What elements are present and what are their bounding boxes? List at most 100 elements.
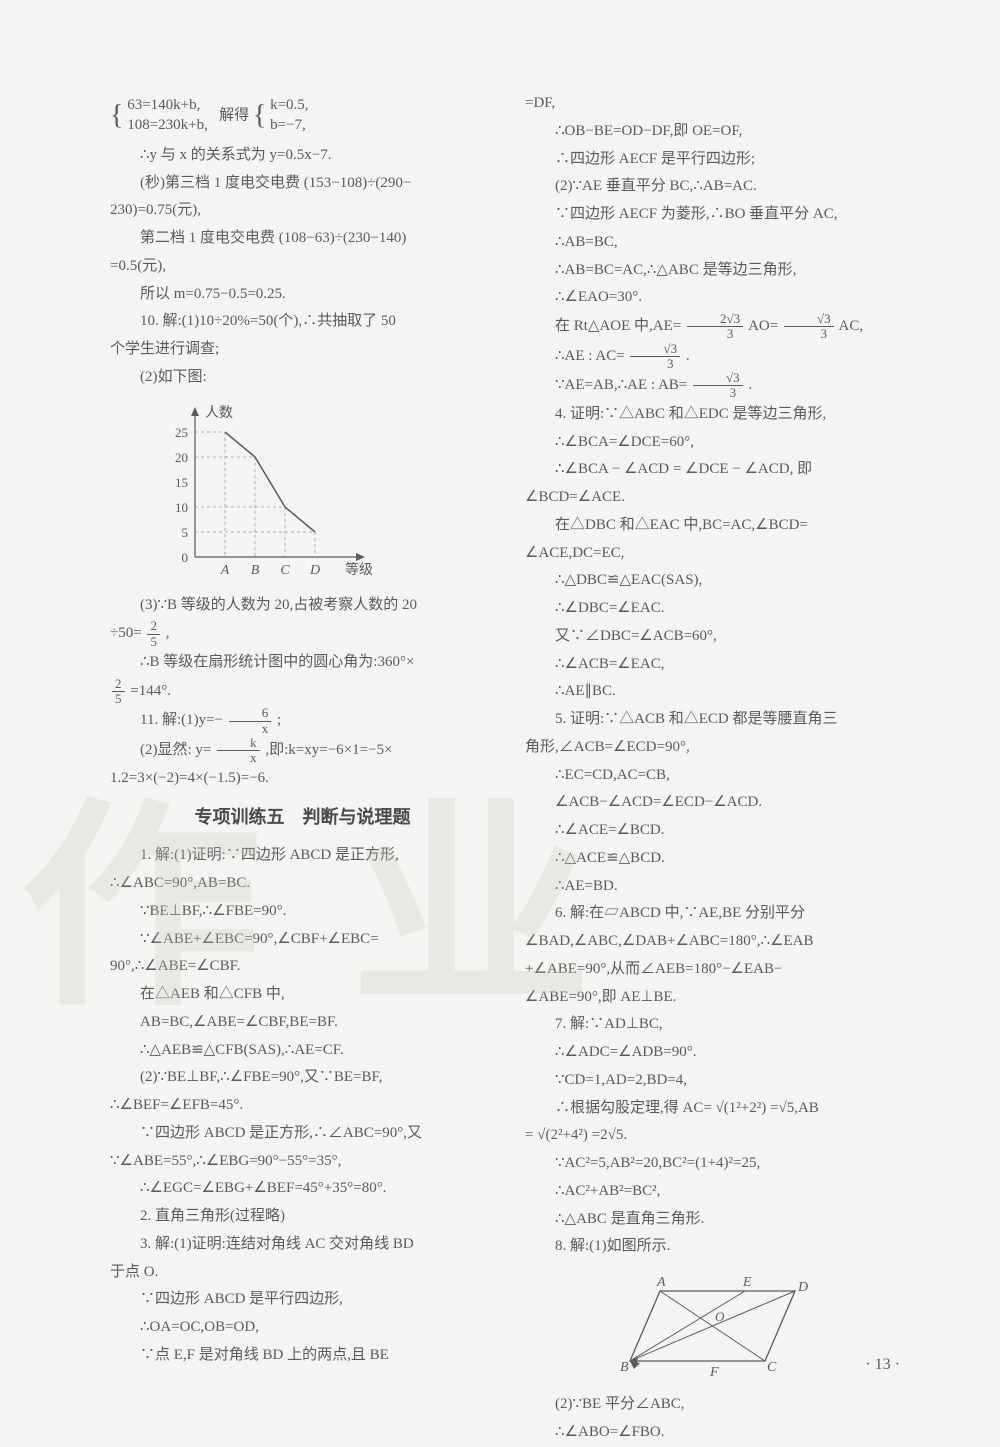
text: ∵AE=AB,∴AE : AB= bbox=[555, 377, 687, 393]
frac-num: 6 bbox=[229, 706, 272, 721]
text-line: 角形,∠ACB=∠ECD=90°, bbox=[525, 734, 910, 762]
text-line: (2)∵AE 垂直平分 BC,∴AB=AC. bbox=[525, 173, 910, 201]
text-line: 4. 证明:∵△ABC 和△EDC 是等边三角形, bbox=[525, 401, 910, 429]
text-line: 3. 解:(1)证明:连结对角线 AC 交对角线 BD bbox=[110, 1231, 495, 1259]
text-line: ∴AE=BD. bbox=[525, 873, 910, 901]
text-line: ∴y 与 x 的关系式为 y=0.5x−7. bbox=[110, 142, 495, 170]
section-title: 专项训练五 判断与说理题 bbox=[110, 801, 495, 834]
svg-text:15: 15 bbox=[175, 475, 188, 490]
text-line: ∠ACE,DC=EC, bbox=[525, 540, 910, 568]
text-line: 个学生进行调查; bbox=[110, 336, 495, 364]
text-line: 第二档 1 度电交电费 (108−63)÷(230−140) bbox=[110, 225, 495, 253]
text-line: =DF, bbox=[525, 90, 910, 118]
text: ∴AE : AC= bbox=[555, 348, 625, 364]
text-line: 10. 解:(1)10÷20%=50(个),∴共抽取了 50 bbox=[110, 308, 495, 336]
text-line: ∴B 等级在扇形统计图中的圆心角为:360°× bbox=[110, 649, 495, 677]
text-line: 在△DBC 和△EAC 中,BC=AC,∠BCD= bbox=[525, 512, 910, 540]
text-line: ∴∠ACB=∠EAC, bbox=[525, 651, 910, 679]
svg-text:A: A bbox=[220, 563, 230, 578]
text: AO= bbox=[748, 318, 778, 334]
text-line: ∴∠ADC=∠ADB=90°. bbox=[525, 1039, 910, 1067]
svg-text:25: 25 bbox=[175, 425, 188, 440]
text-line: ∴∠ACE=∠BCD. bbox=[525, 817, 910, 845]
text: ; bbox=[277, 712, 281, 728]
text-line: ∵四边形 AECF 为菱形,∴BO 垂直平分 AC, bbox=[525, 201, 910, 229]
right-column: =DF, ∴OB−BE=OD−DF,即 OE=OF, ∴四边形 AECF 是平行… bbox=[525, 90, 910, 1364]
text: , bbox=[166, 626, 170, 642]
text-line: ∵∠ABE+∠EBC=90°,∠CBF+∠EBC= bbox=[110, 926, 495, 954]
chart-svg: 0 5 10 15 20 25 A B C D 等级 人数 bbox=[160, 402, 380, 582]
fraction: √33 bbox=[693, 371, 743, 401]
text-line: ∴∠BCA − ∠ACD = ∠DCE − ∠ACD, 即 bbox=[525, 456, 910, 484]
frac-num: √3 bbox=[784, 312, 834, 327]
frac-den: 5 bbox=[147, 635, 160, 649]
text-line: ∴OB−BE=OD−DF,即 OE=OF, bbox=[525, 118, 910, 146]
left-column: { 63=140k+b, 108=230k+b, 解得 { k=0.5, b=−… bbox=[110, 90, 495, 1364]
text: ,即:k=xy=−6×1=−5× bbox=[265, 742, 392, 758]
text-line: ∴∠DBC=∠EAC. bbox=[525, 595, 910, 623]
text-line: ∴∠ABC=90°,AB=BC. bbox=[110, 870, 495, 898]
svg-text:O: O bbox=[715, 1309, 725, 1324]
text: =144°. bbox=[130, 683, 171, 699]
text: =2√5. bbox=[592, 1127, 627, 1143]
text-line: ∵点 E,F 是对角线 BD 上的两点,且 BE bbox=[110, 1342, 495, 1370]
text-line: ∴AC²+AB²=BC², bbox=[525, 1178, 910, 1206]
text-line: ÷50= 25 , bbox=[110, 619, 495, 649]
text: = bbox=[525, 1127, 533, 1143]
text: k=0.5, bbox=[270, 97, 308, 113]
fraction: √33 bbox=[784, 312, 834, 342]
text-line: 于点 O. bbox=[110, 1259, 495, 1287]
page-number: · 13 · bbox=[865, 1356, 900, 1374]
frac-den: 3 bbox=[694, 327, 737, 341]
text-line: 1.2=3×(−2)=4×(−1.5)=−6. bbox=[110, 765, 495, 793]
text-line: (2)如下图: bbox=[110, 364, 495, 392]
svg-text:等级: 等级 bbox=[345, 561, 373, 578]
text-line: 8. 解:(1)如图所示. bbox=[525, 1233, 910, 1261]
frac-den: x bbox=[217, 751, 260, 765]
text-line: ∴AB=BC=AC,∴△ABC 是等边三角形, bbox=[525, 257, 910, 285]
text-line: ∵AE=AB,∴AE : AB= √33 . bbox=[525, 371, 910, 401]
text-line: ∴AE∥BC. bbox=[525, 678, 910, 706]
frac-den: 3 bbox=[697, 386, 740, 400]
text: √(2²+4²) bbox=[537, 1127, 588, 1143]
text: √(1²+2²) bbox=[716, 1100, 767, 1116]
fraction: kx bbox=[217, 736, 260, 766]
text-line: ∠BAD,∠ABC,∠DAB+∠ABC=180°,∴∠EAB bbox=[525, 928, 910, 956]
frac-num: 2 bbox=[147, 619, 160, 634]
svg-text:5: 5 bbox=[182, 525, 189, 540]
page-content: { 63=140k+b, 108=230k+b, 解得 { k=0.5, b=−… bbox=[110, 90, 910, 1364]
text: . bbox=[748, 377, 752, 393]
frac-num: √3 bbox=[630, 342, 680, 357]
svg-text:C: C bbox=[767, 1360, 777, 1375]
frac-num: k bbox=[217, 736, 260, 751]
text-line: ∴△ACE≌△BCD. bbox=[525, 845, 910, 873]
fraction: √33 bbox=[630, 342, 680, 372]
text-line: ∵∠ABE=55°,∴∠EBG=90°−55°=35°, bbox=[110, 1148, 495, 1176]
fraction: 25 bbox=[112, 677, 125, 707]
text-line: ∴∠BEF=∠EFB=45°. bbox=[110, 1092, 495, 1120]
text: 在 Rt△AOE 中,AE= bbox=[555, 318, 681, 334]
text-line: ∴四边形 AECF 是平行四边形; bbox=[525, 146, 910, 174]
frac-num: √3 bbox=[693, 371, 743, 386]
svg-text:0: 0 bbox=[182, 550, 189, 565]
text-line: 又∵∠DBC=∠ACB=60°, bbox=[525, 623, 910, 651]
text-line: ∠ACB−∠ACD=∠ECD−∠ACD. bbox=[525, 789, 910, 817]
text: 11. 解:(1)y=− bbox=[140, 712, 223, 728]
text-line: 在 Rt△AOE 中,AE= 2√33 AO= √33 AC, bbox=[525, 312, 910, 342]
fraction: 6x bbox=[229, 706, 272, 736]
text-line: 5. 证明:∵△ACB 和△ECD 都是等腰直角三 bbox=[525, 706, 910, 734]
text-line: ∴△ABC 是直角三角形. bbox=[525, 1206, 910, 1234]
text-line: (2)∵BE⊥BF,∴∠FBE=90°,又∵BE=BF, bbox=[110, 1064, 495, 1092]
text-line: (2)∵BE 平分∠ABC, bbox=[525, 1391, 910, 1419]
text-line: ∵CD=1,AD=2,BD=4, bbox=[525, 1067, 910, 1095]
text-line: ∵四边形 ABCD 是正方形,∴∠ABC=90°,又 bbox=[110, 1120, 495, 1148]
text-line: 在△AEB 和△CFB 中, bbox=[110, 981, 495, 1009]
text-line: = √(2²+4²) =2√5. bbox=[525, 1122, 910, 1150]
text: AC, bbox=[839, 318, 864, 334]
svg-text:20: 20 bbox=[175, 450, 188, 465]
text: ÷50= bbox=[110, 626, 142, 642]
text-line: ∴∠EGC=∠EBG+∠BEF=45°+35°=80°. bbox=[110, 1175, 495, 1203]
svg-text:C: C bbox=[280, 563, 290, 578]
text-line: ∵BE⊥BF,∴∠FBE=90°. bbox=[110, 898, 495, 926]
text-line: +∠ABE=90°,从而∠AEB=180°−∠EAB− bbox=[525, 956, 910, 984]
